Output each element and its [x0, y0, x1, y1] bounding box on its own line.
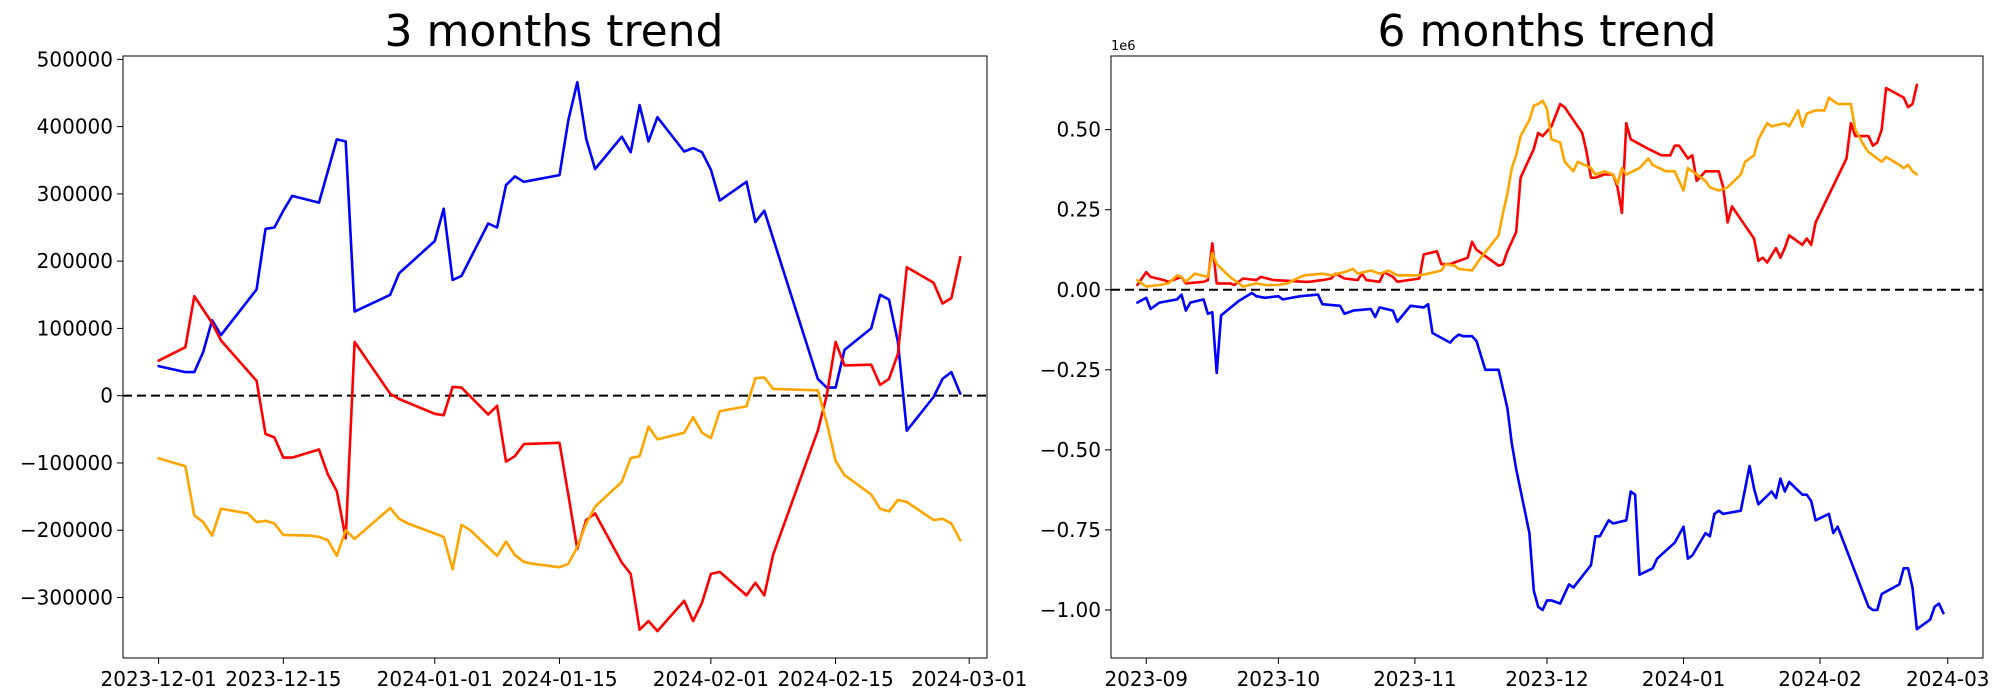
x-tick-label: 2024-02-01 [653, 667, 769, 691]
x-tick-label: 2024-01-01 [377, 667, 493, 691]
series-line-3 [1136, 96, 1919, 288]
y-tick-label: 500000 [37, 47, 113, 71]
y-tick-label: 0.25 [1056, 198, 1101, 222]
y-tick-label: −300000 [20, 585, 113, 609]
y-tick-label: 400000 [37, 115, 113, 139]
chart-title: 3 months trend [385, 6, 724, 57]
x-tick-label: 2024-03 [1906, 667, 1990, 691]
x-tick-label: 2024-01 [1642, 667, 1726, 691]
series-layer [123, 80, 987, 633]
y-tick-label: 100000 [37, 316, 113, 340]
x-tick-label: 2023-12-15 [225, 667, 341, 691]
y-tick-label: 0.50 [1056, 118, 1101, 142]
y-tick-label: −0.50 [1040, 438, 1101, 462]
axes-layer: 2023-09 2023-10 2023-11 2023-12 2024-01 2024-… [1040, 118, 1990, 691]
series-line-1 [1136, 291, 1945, 631]
y-tick-label: −200000 [20, 518, 113, 542]
series-line-1 [157, 80, 962, 433]
y-tick-label: 200000 [37, 249, 113, 273]
y-tick-label: −0.75 [1040, 518, 1101, 542]
chart-6-months: 6 months trend 1e6 2023-09 2023-10 2023-11… [1040, 6, 1990, 691]
y-tick-label: 300000 [37, 182, 113, 206]
x-tick-label: 2024-03-01 [911, 667, 1027, 691]
series-line-3 [157, 376, 962, 571]
x-tick-label: 2024-02-15 [777, 667, 893, 691]
axes-layer: 2023-12-01 2023-12-15 2024-01-01 2024-01-15… [20, 47, 1027, 691]
y-tick-label: −0.25 [1040, 358, 1101, 382]
y-tick-label: −1.00 [1040, 598, 1101, 622]
y-offset-label: 1e6 [1111, 39, 1136, 54]
x-tick-label: 2023-09 [1104, 667, 1188, 691]
y-tick-label: −100000 [20, 451, 113, 475]
chart-3-months: 3 months trend 2023-12-01 2023-12-15 2024-… [20, 6, 1027, 691]
x-tick-label: 2023-11 [1373, 667, 1457, 691]
x-tick-label: 2023-12-01 [101, 667, 217, 691]
series-layer [1111, 83, 1983, 631]
chart-title: 6 months trend [1378, 6, 1717, 57]
y-tick-label: 0 [100, 384, 113, 408]
x-tick-label: 2023-12 [1505, 667, 1589, 691]
plot-frame [1110, 55, 1984, 659]
x-tick-label: 2023-10 [1237, 667, 1321, 691]
y-tick-label: 0.00 [1056, 278, 1101, 302]
plot-frame [122, 55, 988, 659]
x-tick-label: 2024-02 [1778, 667, 1862, 691]
x-tick-label: 2024-01-15 [501, 667, 617, 691]
